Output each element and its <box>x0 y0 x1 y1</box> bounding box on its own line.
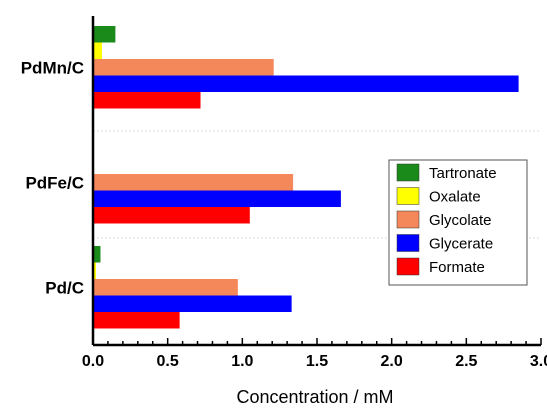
x-axis-title: Concentration / mM <box>236 387 393 407</box>
legend-label-glycerate: Glycerate <box>429 236 493 253</box>
legend-label-oxalate: Oxalate <box>429 189 481 206</box>
bar-pdfe-c-glycerate <box>93 190 341 207</box>
bar-pdmn-c-glycerate <box>93 75 519 92</box>
legend: Tartronate Oxalate Glycolate Glycerate Forma… <box>388 159 528 286</box>
legend-swatch-glycolate <box>396 210 420 229</box>
bar-pdmn-c-glycolate <box>93 59 274 76</box>
x-tick-label: 0.5 <box>157 353 179 370</box>
x-tick-label: 1.0 <box>231 353 253 370</box>
bar-pd-c-formate <box>93 312 180 329</box>
bar-pd-c-tartronate <box>93 246 101 263</box>
bars <box>93 26 519 329</box>
category-label-pd-c: Pd/C <box>45 278 84 297</box>
x-ticks: 0.0 0.5 1.0 1.5 2.0 2.5 3.0 <box>82 338 547 370</box>
bar-pdfe-c-glycolate <box>93 174 294 191</box>
bar-pd-c-glycolate <box>93 279 238 296</box>
legend-swatch-oxalate <box>396 187 420 205</box>
legend-swatch-tartronate <box>396 163 420 182</box>
x-tick-label: 3.0 <box>530 353 547 370</box>
legend-label-tartronate: Tartronate <box>429 165 497 182</box>
category-labels: PdMn/C PdFe/C Pd/C <box>21 58 84 297</box>
category-label-pdmn-c: PdMn/C <box>21 58 84 77</box>
bar-pd-c-glycerate <box>93 295 292 312</box>
bar-pd-c-oxalate <box>93 262 96 279</box>
bar-pdfe-c-formate <box>93 207 250 224</box>
x-tick-label: 2.0 <box>381 353 403 370</box>
legend-label-glycolate: Glycolate <box>429 212 492 229</box>
x-tick-label: 2.5 <box>455 353 477 370</box>
legend-label-formate: Formate <box>429 259 485 276</box>
bar-pdmn-c-oxalate <box>93 42 102 59</box>
bar-pdmn-c-formate <box>93 92 201 109</box>
legend-swatch-formate <box>396 257 420 276</box>
bar-pdmn-c-tartronate <box>93 26 116 43</box>
category-label-pdfe-c: PdFe/C <box>25 173 84 192</box>
legend-swatch-glycerate <box>396 234 420 252</box>
x-tick-label: 1.5 <box>306 353 328 370</box>
x-tick-label: 0.0 <box>82 353 104 370</box>
